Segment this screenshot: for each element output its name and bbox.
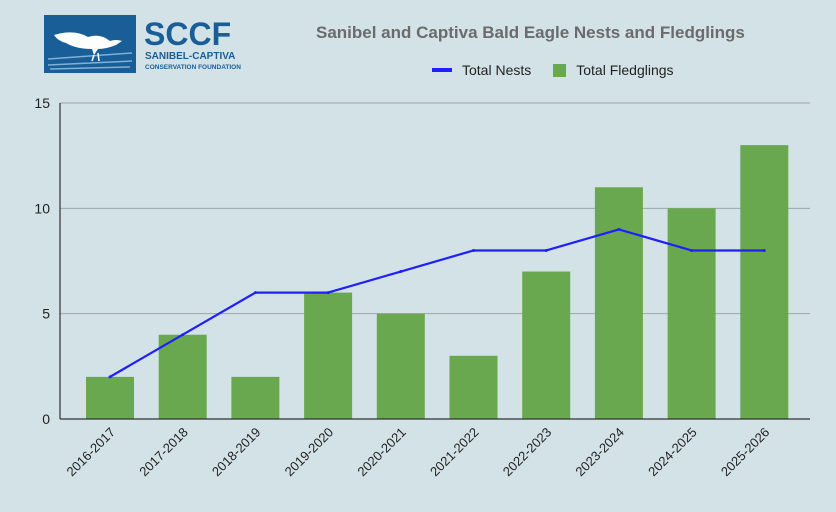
legend: Total Nests Total Fledglings (432, 60, 696, 80)
nests-point (690, 248, 694, 252)
nests-point (108, 375, 112, 379)
x-tick-label: 2022-2023 (500, 425, 555, 480)
x-tick-labels: 2016-2017 2017-2018 2018-2019 2019-2020 2020… (64, 425, 773, 480)
legend-label-nests: Total Nests (462, 62, 532, 78)
x-tick-label: 2019-2020 (282, 425, 337, 480)
chart-title: Sanibel and Captiva Bald Eagle Nests and… (316, 23, 745, 42)
fledglings-bar (522, 271, 571, 419)
logo-subtitle-2: CONSERVATION FOUNDATION (145, 64, 241, 71)
nests-point (472, 248, 475, 252)
fledglings-bar (304, 292, 353, 419)
nests-line-layer (108, 227, 766, 379)
logo-subtitle-1: SANIBEL-CAPTIVA (145, 51, 235, 62)
nests-point (181, 333, 185, 337)
nests-point (326, 291, 330, 295)
y-tick-label: 0 (42, 411, 50, 427)
x-tick-label: 2017-2018 (136, 425, 191, 480)
x-tick-label: 2021-2022 (427, 425, 482, 480)
fledglings-bar (376, 313, 425, 419)
x-tick-label: 2018-2019 (209, 425, 264, 480)
y-tick-label: 10 (34, 200, 50, 216)
legend-item-nests: Total Nests (432, 62, 531, 78)
legend-line-nests (432, 68, 452, 72)
fledglings-bar (231, 376, 280, 419)
x-tick-label: 2024-2025 (645, 425, 700, 480)
fledglings-bar (667, 208, 716, 419)
nests-point (399, 270, 403, 274)
y-tick-label: 15 (34, 95, 50, 111)
nests-point (253, 291, 257, 295)
legend-label-fledglings: Total Fledglings (576, 62, 674, 78)
fledglings-bar (158, 334, 207, 419)
x-tick-label: 2016-2017 (64, 425, 119, 480)
x-tick-label: 2023-2024 (572, 425, 627, 480)
nests-point (544, 248, 548, 252)
fledglings-bar (449, 355, 498, 419)
fledglings-bar (594, 187, 643, 419)
bars (86, 145, 789, 419)
nests-point (762, 248, 766, 252)
fledglings-bar (740, 145, 789, 419)
bird-icon (54, 32, 122, 55)
axes (59, 103, 810, 420)
nests-point (617, 227, 621, 231)
fledglings-bar (86, 376, 134, 419)
x-tick-label: 2025-2026 (718, 425, 773, 480)
legend-swatch-fledglings (553, 63, 567, 77)
x-tick-label: 2020-2021 (354, 425, 409, 480)
legend-item-fledglings: Total Fledglings (553, 62, 674, 78)
nests-line (109, 228, 765, 378)
y-tick-labels: 0 5 10 15 (34, 95, 50, 427)
logo-name: SCCF (144, 16, 231, 52)
sccf-logo: SCCF SANIBEL-CAPTIVA CONSERVATION FOUNDA… (44, 15, 241, 73)
y-tick-label: 5 (42, 306, 50, 322)
